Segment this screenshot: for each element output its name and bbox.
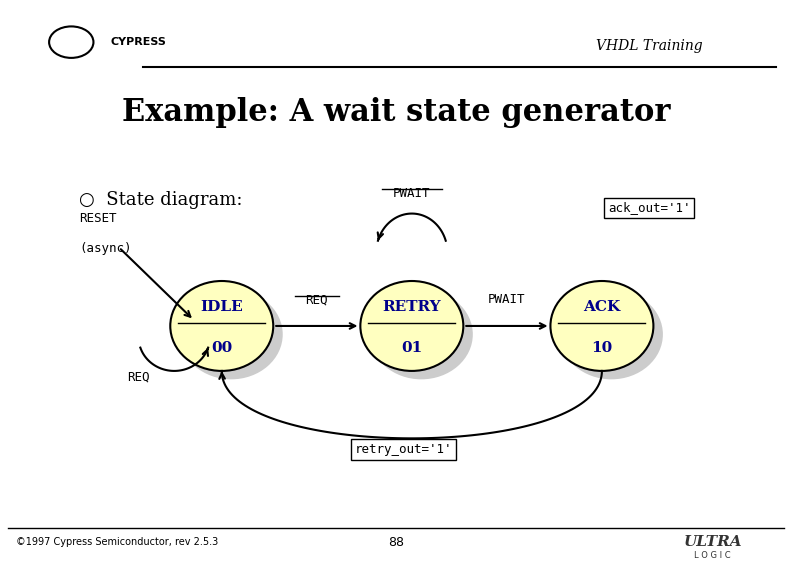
Text: 10: 10	[592, 342, 612, 355]
Text: PWAIT: PWAIT	[488, 293, 526, 306]
Text: PWAIT: PWAIT	[393, 187, 431, 200]
Text: (async): (async)	[79, 242, 131, 255]
Text: retry_out='1': retry_out='1'	[355, 443, 453, 456]
Ellipse shape	[180, 289, 283, 379]
Ellipse shape	[550, 281, 653, 371]
Ellipse shape	[170, 281, 273, 371]
Text: IDLE: IDLE	[200, 301, 243, 314]
Text: RESET: RESET	[79, 212, 116, 225]
Text: VHDL Training: VHDL Training	[596, 39, 703, 53]
Text: REQ: REQ	[128, 371, 150, 384]
Text: ○  State diagram:: ○ State diagram:	[79, 191, 242, 209]
Text: ULTRA: ULTRA	[683, 536, 742, 549]
Text: RETRY: RETRY	[383, 301, 441, 314]
Text: 88: 88	[388, 536, 404, 549]
Text: L O G I C: L O G I C	[695, 551, 731, 560]
Text: 00: 00	[211, 342, 232, 355]
Text: REQ: REQ	[306, 293, 328, 306]
Ellipse shape	[360, 281, 463, 371]
Text: Example: A wait state generator: Example: A wait state generator	[122, 97, 670, 128]
Text: 01: 01	[402, 342, 422, 355]
Text: ack_out='1': ack_out='1'	[608, 201, 691, 215]
Ellipse shape	[370, 289, 473, 379]
Ellipse shape	[560, 289, 663, 379]
Text: CYPRESS: CYPRESS	[111, 37, 167, 47]
Text: ©1997 Cypress Semiconductor, rev 2.5.3: ©1997 Cypress Semiconductor, rev 2.5.3	[16, 537, 218, 547]
Text: ACK: ACK	[583, 301, 621, 314]
